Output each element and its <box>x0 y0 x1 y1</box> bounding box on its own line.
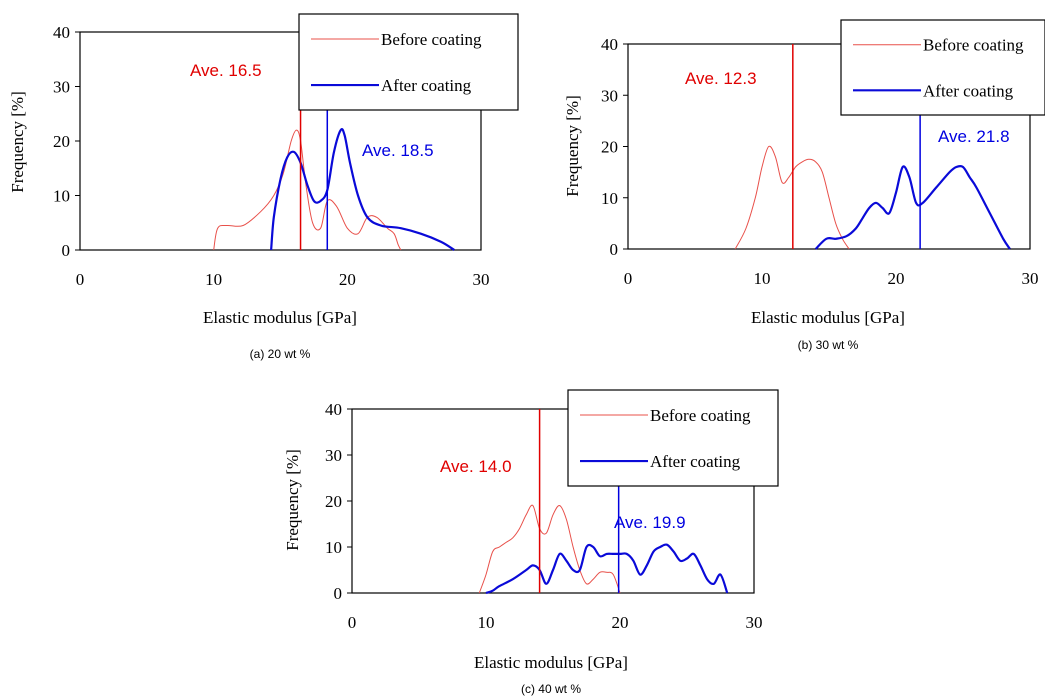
y-axis-label: Frequency [%] <box>563 95 582 197</box>
y-tick-label: 40 <box>53 23 70 42</box>
x-tick-label: 0 <box>624 269 633 288</box>
y-axis-label: Frequency [%] <box>8 91 27 193</box>
chart-panel-1: 0 10 20 30 40 0 10 20 30 Frequency [%] Elastic mod… <box>8 13 519 361</box>
chart-caption: (b) 30 wt % <box>798 338 859 352</box>
x-tick-label: 20 <box>888 269 905 288</box>
legend-box <box>298 13 519 111</box>
average-label-after: Ave. 21.8 <box>938 127 1010 146</box>
y-tick-label: 20 <box>53 132 70 151</box>
legend-label-after: After coating <box>923 81 1014 100</box>
x-axis-label: Elastic modulus [GPa] <box>751 308 905 327</box>
x-tick-label: 20 <box>612 613 629 632</box>
y-tick-label: 10 <box>601 189 618 208</box>
y-tick-label: 0 <box>62 241 71 260</box>
legend-box <box>840 19 1045 116</box>
chart-panel-2: 0 10 20 30 40 0 10 20 30 Frequency [%] Elastic mod… <box>563 19 1045 352</box>
x-tick-label: 30 <box>473 270 490 289</box>
x-tick-label: 10 <box>205 270 222 289</box>
x-axis-label: Elastic modulus [GPa] <box>203 308 357 327</box>
x-tick-label: 0 <box>348 613 357 632</box>
series-line-after-coating <box>814 164 1011 250</box>
chart-caption: (c) 40 wt % <box>521 682 581 696</box>
x-tick-label: 0 <box>76 270 85 289</box>
legend-label-after: After coating <box>650 452 741 471</box>
y-tick-label: 0 <box>610 240 619 259</box>
y-tick-label: 40 <box>325 400 342 419</box>
y-tick-label: 30 <box>601 86 618 105</box>
average-label-before: Ave. 14.0 <box>440 457 512 476</box>
legend-label-before: Before coating <box>650 406 751 425</box>
y-tick-label: 20 <box>601 138 618 157</box>
y-tick-label: 10 <box>53 187 70 206</box>
y-tick-label: 20 <box>325 492 342 511</box>
x-tick-label: 10 <box>754 269 771 288</box>
series-line-after-coating <box>270 127 455 251</box>
legend-label-before: Before coating <box>381 30 482 49</box>
y-tick-label: 0 <box>334 584 343 603</box>
series-line-after-coating <box>485 543 729 595</box>
x-tick-label: 30 <box>746 613 763 632</box>
legend-label-after: After coating <box>381 76 472 95</box>
chart-caption: (a) 20 wt % <box>250 347 311 361</box>
average-label-before: Ave. 16.5 <box>190 61 262 80</box>
series-line-before-coating <box>734 145 850 250</box>
y-tick-label: 30 <box>53 78 70 97</box>
y-axis-label: Frequency [%] <box>283 449 302 551</box>
y-tick-label: 10 <box>325 538 342 557</box>
y-tick-label: 30 <box>325 446 342 465</box>
legend-box <box>567 389 779 487</box>
y-tick-label: 40 <box>601 35 618 54</box>
series-line-before-coating <box>478 504 621 594</box>
average-label-after: Ave. 18.5 <box>362 141 434 160</box>
x-tick-label: 30 <box>1022 269 1039 288</box>
x-axis-label: Elastic modulus [GPa] <box>474 653 628 672</box>
chart-panel-3: 0 10 20 30 40 0 10 20 30 Frequency [%] Elastic mod… <box>283 389 779 696</box>
legend-label-before: Before coating <box>923 36 1024 55</box>
x-tick-label: 10 <box>478 613 495 632</box>
average-label-after: Ave. 19.9 <box>614 513 686 532</box>
x-tick-label: 20 <box>339 270 356 289</box>
series-line-before-coating <box>213 129 402 251</box>
average-label-before: Ave. 12.3 <box>685 69 757 88</box>
